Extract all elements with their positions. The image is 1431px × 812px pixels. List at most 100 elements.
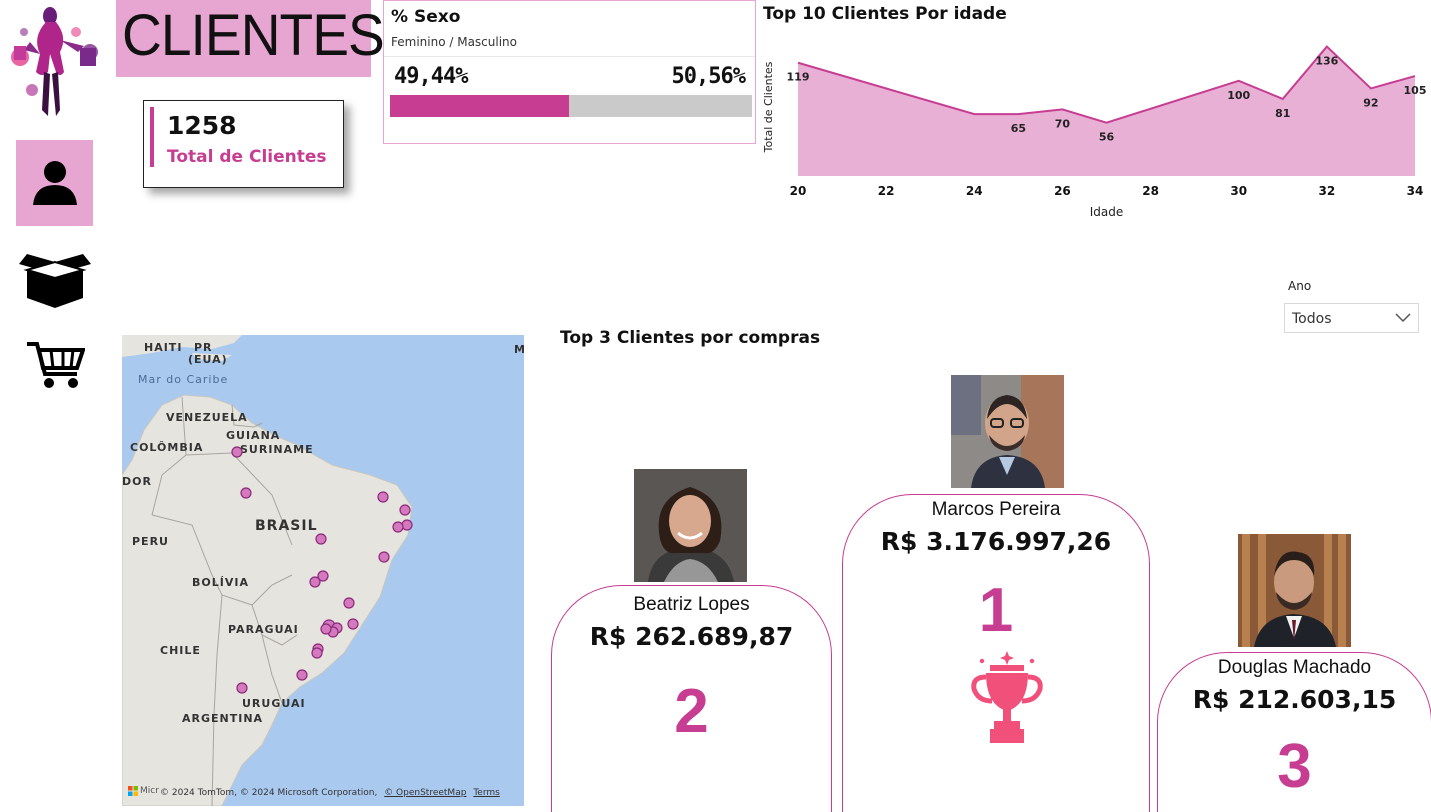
data-label: 70 — [1055, 117, 1071, 130]
south-america-landmass — [122, 394, 413, 806]
ano-slicer-value: Todos — [1292, 311, 1332, 327]
map-label: PR — [194, 341, 213, 354]
cliente-2-value: R$ 262.689,87 — [589, 622, 794, 651]
sexo-title: % Sexo — [391, 7, 461, 27]
map-brand-stub: Micr — [140, 786, 159, 796]
total-clientes-card: 1258 Total de Clientes — [143, 100, 344, 188]
terms-link[interactable]: Terms — [473, 788, 500, 798]
x-tick-label: 20 — [790, 184, 807, 198]
data-label: 65 — [1011, 122, 1026, 135]
map-point — [317, 570, 329, 582]
map-point — [347, 618, 359, 630]
map-point — [377, 491, 389, 503]
x-tick-label: 32 — [1319, 184, 1336, 198]
nav-produtos-button[interactable] — [16, 240, 93, 320]
sexo-subtitle: Feminino / Masculino — [391, 35, 517, 49]
map-label: GUIANA — [226, 429, 280, 442]
country-border — [261, 634, 283, 704]
country-border — [231, 404, 263, 428]
podium-2: Beatriz Lopes R$ 262.689,87 2 — [551, 585, 832, 812]
map-label: PARAGUAI — [228, 623, 299, 636]
map-point — [236, 682, 248, 694]
map-point — [392, 521, 404, 533]
map-point — [315, 533, 327, 545]
map-point — [378, 551, 390, 563]
map-label: (EUA) — [188, 353, 228, 366]
podium-1: Marcos Pereira R$ 3.176.997,26 1 — [842, 494, 1150, 812]
map-label: ARGENTINA — [182, 712, 263, 725]
cliente-1-name: Marcos Pereira — [931, 499, 1061, 520]
map-point — [399, 504, 411, 516]
map-label: URUGUAI — [242, 697, 306, 710]
cliente-3-value: R$ 212.603,15 — [1192, 685, 1397, 714]
avatar-douglas — [1238, 534, 1351, 647]
country-border — [151, 396, 187, 516]
data-label: 105 — [1404, 84, 1427, 97]
data-label: 56 — [1099, 131, 1115, 144]
map-label: BRASIL — [255, 518, 318, 534]
x-tick-label: 34 — [1407, 184, 1424, 198]
openstreetmap-link[interactable]: © OpenStreetMap — [384, 788, 467, 798]
sexo-bar-feminino — [390, 95, 569, 117]
x-tick-label: 26 — [1054, 184, 1071, 198]
map-label: PERU — [132, 535, 169, 548]
map-label: HAITI — [144, 341, 182, 354]
podium-3: Douglas Machado R$ 212.603,15 3 — [1157, 652, 1431, 812]
page-title: CLIENTES — [122, 3, 385, 68]
nav-clientes-button[interactable] — [16, 140, 93, 226]
avatar-beatriz — [634, 469, 747, 582]
cliente-3-name: Douglas Machado — [1217, 657, 1372, 678]
map-label: BOLÍVIA — [192, 576, 249, 589]
ano-slicer-label: Ano — [1288, 279, 1312, 293]
kpi-value: 1258 — [167, 111, 237, 140]
chevron-down-icon — [1395, 313, 1411, 323]
map-label: SURINAME — [240, 443, 314, 456]
page-title-banner: CLIENTES — [116, 0, 385, 77]
map-label: VENEZUELA — [166, 411, 248, 424]
map-label: DOR — [122, 475, 152, 488]
cliente-1-value: R$ 3.176.997,26 — [880, 527, 1112, 556]
country-border — [185, 452, 293, 546]
country-border — [251, 604, 298, 646]
chart-title: Top 10 Clientes Por idade — [763, 4, 1007, 24]
map-point — [296, 669, 308, 681]
divider — [384, 56, 755, 57]
data-label: 119 — [787, 71, 810, 84]
nav-vendas-button[interactable] — [16, 330, 93, 400]
microsoft-logo-icon — [128, 786, 138, 796]
map-label: CHILE — [160, 644, 201, 657]
sexo-card: % Sexo Feminino / Masculino 49,44% 50,56… — [383, 0, 756, 144]
map-point — [320, 623, 332, 635]
data-label: 100 — [1227, 89, 1250, 102]
data-label: 92 — [1363, 96, 1378, 109]
map-point — [311, 647, 323, 659]
clientes-map[interactable]: HAITI PR (EUA) M VENEZUELA GUIANA COLÔMB… — [122, 335, 524, 806]
cliente-2-name: Beatriz Lopes — [633, 594, 750, 615]
person-icon — [32, 161, 77, 205]
kpi-accent-bar — [150, 107, 154, 167]
country-border — [211, 594, 223, 806]
map-attribution-text: © 2024 TomTom, © 2024 Microsoft Corporat… — [160, 788, 378, 798]
x-tick-label: 28 — [1142, 184, 1159, 198]
caribbean-landmass — [192, 353, 232, 361]
kpi-label: Total de Clientes — [167, 147, 327, 167]
cliente-2-rank: 2 — [674, 677, 709, 746]
map-label: COLÔMBIA — [130, 441, 203, 454]
map-attribution: © 2024 TomTom, © 2024 Microsoft Corporat… — [160, 788, 500, 798]
ano-slicer-dropdown[interactable]: Todos — [1284, 303, 1419, 333]
caribbean-landmass — [122, 335, 242, 357]
avatar-marcos — [951, 375, 1064, 488]
map-label: Mar do Caribe — [138, 373, 228, 386]
top3-title: Top 3 Clientes por compras — [560, 328, 821, 348]
shopping-cart-icon — [26, 342, 85, 388]
y-axis-label: Total de Clientes — [762, 61, 775, 153]
brand-logo — [2, 2, 110, 122]
cliente-1-rank: 1 — [978, 576, 1014, 645]
masculino-percent: 50,56% — [671, 64, 746, 89]
trophy-icon — [971, 651, 1043, 743]
box-icon — [18, 254, 91, 308]
x-tick-label: 24 — [966, 184, 983, 198]
data-label: 81 — [1275, 107, 1290, 120]
map-point — [309, 576, 321, 588]
cliente-3-rank: 3 — [1277, 732, 1312, 801]
